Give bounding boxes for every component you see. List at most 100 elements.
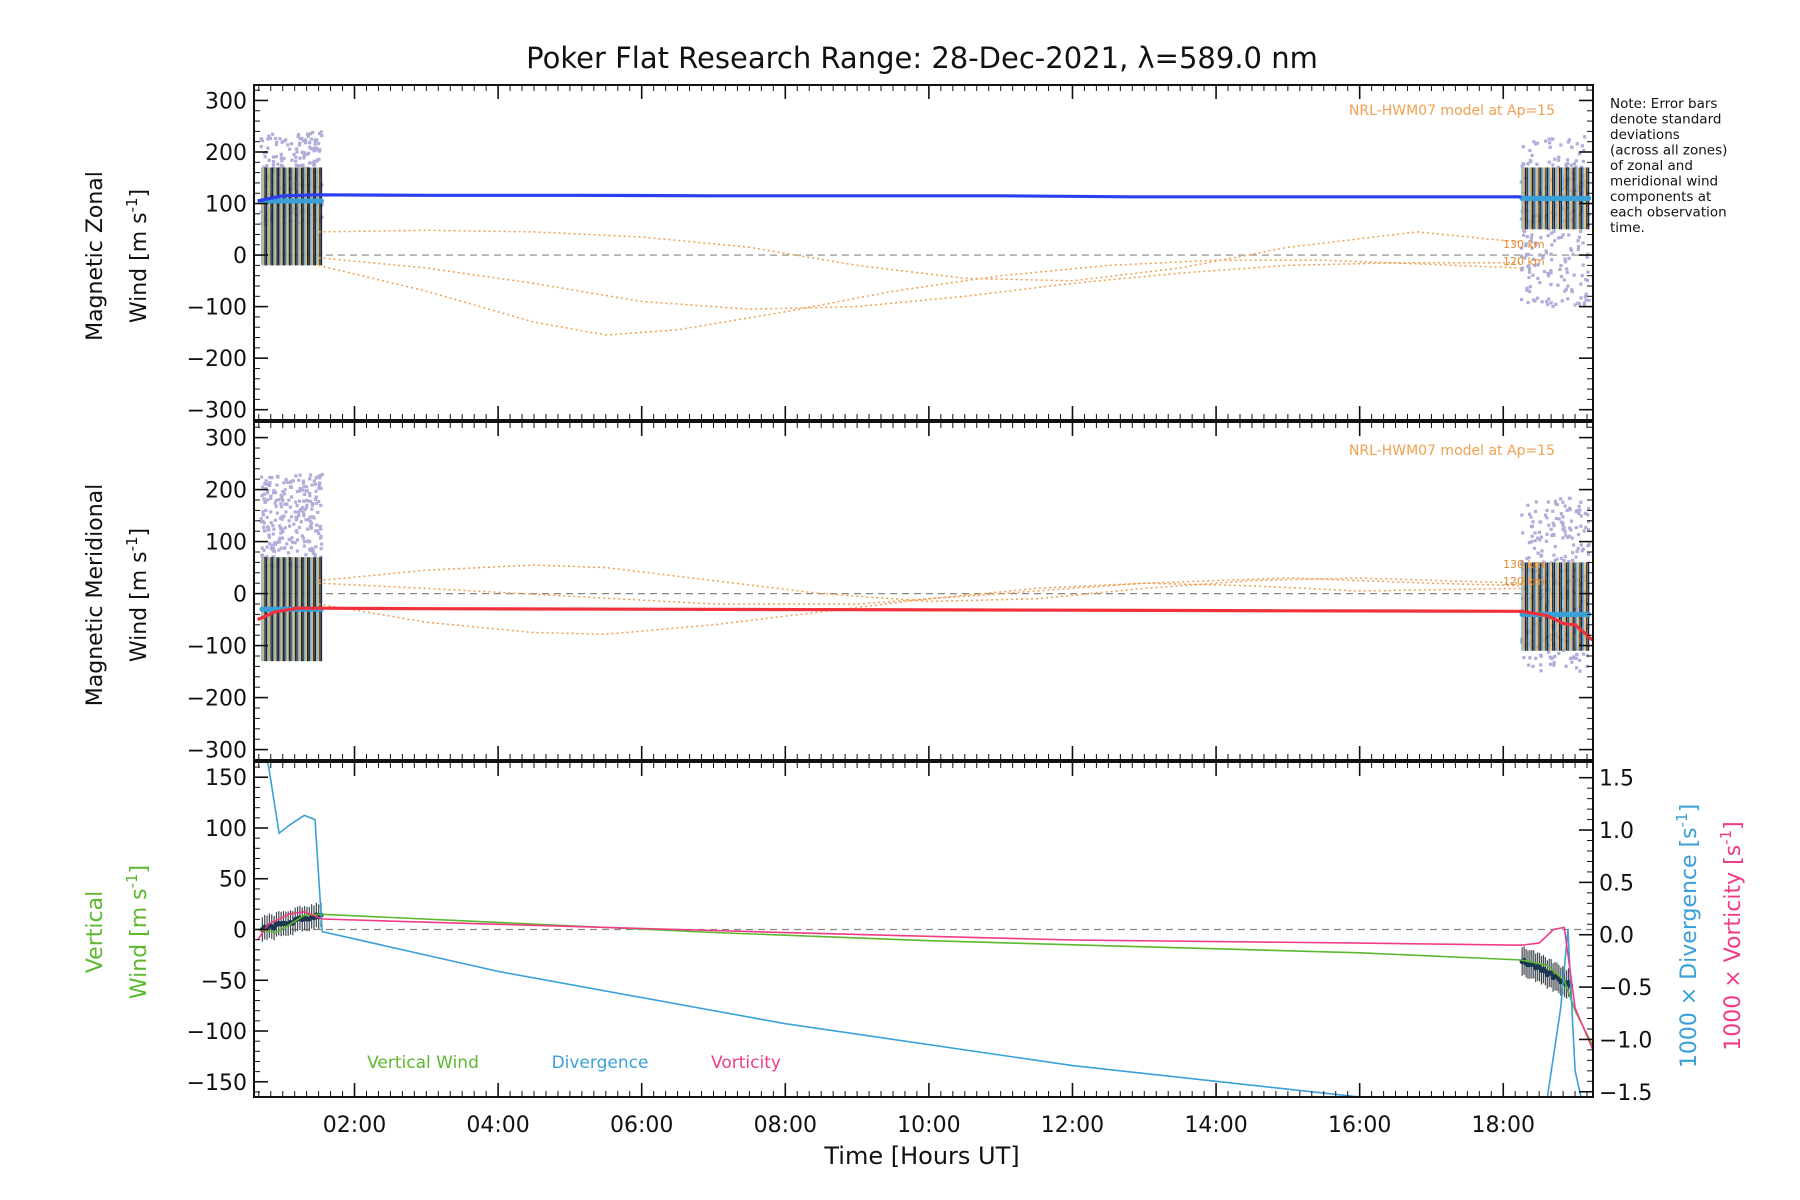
scatter-point	[1550, 231, 1554, 235]
zonal-panel: −300 −200 −100 0 100 200 300 NRL-HWM07 model a…	[83, 84, 1594, 424]
scatter-point	[1552, 661, 1556, 665]
scatter-point	[1550, 243, 1554, 247]
scatter-point	[271, 555, 275, 559]
scatter-point	[272, 549, 277, 554]
scatter-point	[1564, 165, 1568, 169]
scatter-point	[269, 510, 273, 514]
scatter-point	[259, 475, 264, 479]
mean-marker	[1585, 195, 1592, 201]
scatter-point	[295, 150, 299, 154]
scatter-point	[1549, 269, 1553, 273]
scatter-point	[302, 499, 306, 503]
scatter-point	[298, 509, 302, 513]
scatter-point	[308, 525, 313, 529]
scatter-point	[1557, 651, 1561, 656]
y-tick-label: 200	[205, 141, 247, 166]
right-tick-label: −0.5	[1599, 976, 1652, 1001]
scatter-point	[1571, 252, 1575, 256]
scatter-point	[267, 533, 271, 537]
scatter-point	[308, 499, 313, 504]
scatter-point	[284, 138, 288, 142]
scatter-point	[1561, 527, 1565, 531]
scatter-point	[297, 133, 301, 137]
scatter-point	[1574, 165, 1578, 169]
scatter-point	[262, 497, 266, 501]
scatter-point	[1563, 504, 1567, 508]
legend-vertical-wind: Vertical Wind	[367, 1053, 479, 1073]
scatter-point	[305, 220, 309, 224]
scatter-point	[272, 488, 276, 493]
y-tick-label: 100	[205, 531, 247, 556]
scatter-point	[303, 565, 307, 570]
scatter-point	[1520, 513, 1524, 517]
scatter-point	[278, 524, 282, 528]
x-tick-label: 14:00	[1184, 1113, 1247, 1138]
scatter-point	[1544, 249, 1548, 253]
scatter-point	[1546, 234, 1550, 238]
scatter-point	[287, 498, 291, 502]
scatter-point	[318, 524, 322, 528]
vorticity-axis-label: 1000 × Vorticity [s-1]	[1717, 821, 1746, 1050]
scatter-point	[1522, 655, 1526, 660]
scatter-point	[1531, 273, 1535, 277]
scatter-point	[1553, 239, 1557, 243]
mean-marker	[271, 925, 277, 931]
scatter-point	[279, 163, 284, 167]
scatter-point	[282, 139, 286, 143]
scatter-point	[1531, 520, 1535, 524]
vertical-errorbars	[259, 902, 1574, 1000]
y-tick-label: −150	[187, 1071, 247, 1096]
panel-frame	[253, 84, 1594, 421]
model-curve	[318, 582, 1522, 635]
scatter-point	[263, 481, 267, 486]
right-tick-label: −1.5	[1599, 1081, 1652, 1106]
scatter-point	[1573, 303, 1577, 307]
x-tick-label: 12:00	[1041, 1113, 1104, 1138]
scatter-point	[275, 540, 279, 545]
scatter-point	[1553, 558, 1557, 563]
scatter-point	[282, 481, 286, 485]
scatter-point	[1576, 247, 1580, 252]
meridional-model-label: NRL-HWM07 model at Ap=15	[1349, 443, 1555, 459]
scatter-point	[263, 529, 267, 533]
scatter-point	[1548, 141, 1552, 145]
scatter-point	[288, 147, 292, 151]
scatter-point	[1562, 278, 1566, 282]
scatter-point	[1529, 630, 1533, 634]
scatter-point	[1569, 528, 1573, 532]
meridional-errorbars	[259, 557, 1592, 662]
scatter-point	[295, 538, 300, 542]
scatter-point	[1568, 526, 1572, 530]
scatter-point	[319, 555, 323, 559]
scatter-point	[265, 491, 269, 495]
scatter-point	[308, 141, 312, 145]
scatter-point	[266, 526, 270, 530]
scatter-point	[269, 496, 273, 501]
model-curve	[318, 229, 1522, 282]
note-line: deviations	[1610, 127, 1680, 143]
scatter-point	[1550, 211, 1554, 215]
y-tick-label: −100	[187, 1020, 247, 1045]
scatter-point	[317, 149, 322, 153]
scatter-point	[317, 531, 321, 536]
scatter-point	[1581, 159, 1586, 163]
scatter-point	[264, 508, 268, 513]
scatter-point	[1580, 144, 1585, 148]
scatter-point	[303, 138, 308, 142]
x-tick-label: 02:00	[323, 1113, 386, 1138]
scatter-point	[285, 542, 289, 546]
scatter-point	[1563, 260, 1568, 264]
scatter-point	[283, 488, 287, 492]
scatter-point	[1526, 162, 1530, 166]
scatter-point	[1529, 236, 1533, 240]
scatter-point	[1570, 536, 1574, 540]
scatter-point	[1572, 273, 1576, 277]
scatter-point	[259, 517, 263, 521]
scatter-point	[280, 514, 284, 518]
scatter-point	[279, 505, 284, 509]
scatter-point	[1549, 271, 1553, 275]
scatter-point	[1533, 263, 1537, 268]
scatter-point	[261, 510, 265, 514]
scatter-point	[1587, 519, 1591, 524]
scatter-point	[272, 527, 276, 531]
